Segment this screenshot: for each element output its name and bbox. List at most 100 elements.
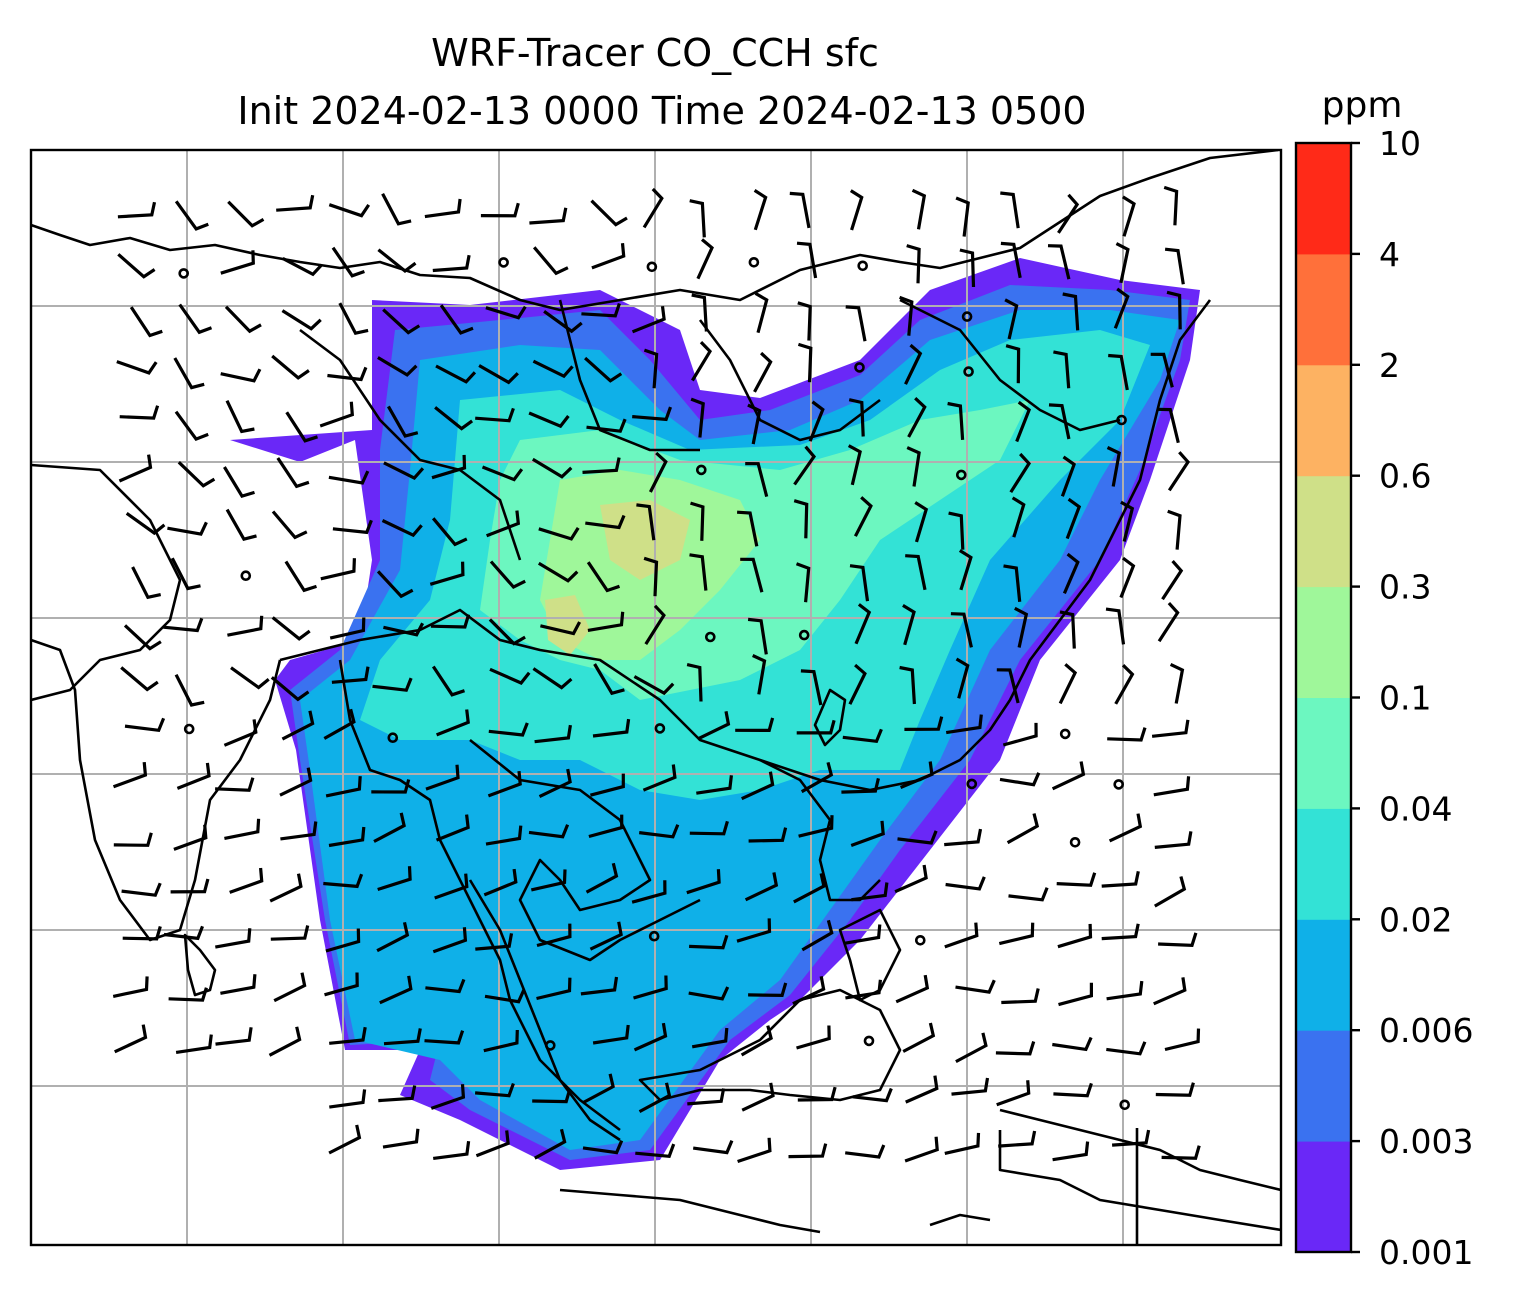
- wind-barb: [483, 868, 518, 897]
- wind-barb: [1108, 813, 1143, 843]
- wind-barb: [332, 519, 373, 535]
- wind-barb: [116, 360, 158, 375]
- wind-barb: [1161, 560, 1184, 601]
- wind-barb: [592, 718, 631, 738]
- wind-barb: [269, 873, 303, 903]
- wind-barb: [378, 1085, 417, 1103]
- wind-barb: [845, 1144, 886, 1159]
- wind-barb: [636, 503, 656, 541]
- wind-barb: [124, 717, 166, 733]
- wind-barb: [745, 462, 769, 498]
- wind-barb: [429, 561, 465, 586]
- wind-barb: [168, 987, 208, 1002]
- wind-barb: [998, 1130, 1037, 1148]
- wind-barb: [285, 411, 318, 443]
- wind-barb: [323, 708, 356, 740]
- wind-barb: [844, 924, 882, 945]
- wind-barb: [792, 976, 826, 1006]
- wind-barb: [944, 828, 983, 847]
- wind-barb: [644, 604, 666, 645]
- wind-barb: [582, 1139, 624, 1155]
- wind-barb: [430, 614, 471, 629]
- wind-barb: [845, 979, 882, 1000]
- wind-barb: [382, 1128, 420, 1149]
- wind-barb: [996, 1080, 1031, 1107]
- wind-barb: [845, 305, 867, 342]
- wind-barb: [327, 366, 368, 382]
- wind-barb: [797, 342, 813, 383]
- wind-barb: [215, 928, 252, 949]
- wind-barb: [689, 934, 729, 950]
- wind-barb: [174, 200, 209, 231]
- wind-barb: [589, 921, 623, 951]
- wind-barb: [753, 189, 768, 231]
- wind-barb: [173, 357, 205, 390]
- wind-barb: [117, 253, 156, 279]
- calm-wind-marker: [955, 469, 967, 481]
- wind-barb: [532, 667, 573, 690]
- colorbar-band: [1296, 253, 1351, 366]
- wind-barb: [284, 560, 317, 593]
- wind-barb: [643, 348, 659, 389]
- wind-barb: [1167, 509, 1182, 550]
- calm-wind-marker: [183, 723, 195, 735]
- wind-barb: [911, 188, 927, 230]
- wind-barb: [801, 919, 834, 952]
- wind-barb: [1107, 727, 1147, 742]
- wind-barb: [690, 501, 705, 541]
- wind-barb: [176, 762, 211, 790]
- wind-barb: [163, 617, 204, 633]
- wind-barb: [639, 824, 680, 839]
- wind-barb: [642, 764, 677, 792]
- wind-barb: [1151, 719, 1190, 738]
- calm-wind-marker: [1119, 1099, 1130, 1111]
- wind-barb: [945, 876, 986, 891]
- wind-barb: [488, 722, 529, 737]
- wind-barb: [432, 254, 471, 273]
- wind-barb: [691, 293, 708, 332]
- wind-barb: [329, 1089, 367, 1109]
- wind-barb: [425, 978, 466, 994]
- wind-barb: [895, 974, 930, 1004]
- wind-barb: [899, 295, 914, 336]
- wind-barb: [735, 717, 775, 733]
- wind-barb: [1163, 185, 1179, 226]
- colorbar-tick-label: 0.04: [1379, 789, 1452, 828]
- calm-wind-marker: [1069, 836, 1081, 848]
- wind-barb: [224, 818, 261, 840]
- wind-barb: [174, 410, 209, 442]
- wind-barb: [174, 673, 205, 707]
- calm-wind-marker: [863, 1035, 875, 1047]
- field-level-6-sichuan: [545, 595, 590, 655]
- wind-barb: [899, 761, 934, 789]
- wind-barb: [434, 406, 474, 431]
- wind-barb: [686, 663, 703, 702]
- wind-barb: [593, 663, 625, 696]
- chart-title-line1: WRF-Tracer CO_CCH sfc: [431, 31, 879, 75]
- colorbar-band: [1296, 919, 1351, 1031]
- wind-barb: [434, 873, 469, 900]
- wind-barb: [797, 301, 812, 341]
- wind-barb: [475, 933, 514, 951]
- wind-barb: [319, 401, 354, 428]
- wind-barb: [488, 618, 526, 646]
- wind-barb: [129, 306, 163, 338]
- colorbar-tick-label: 0.006: [1379, 1011, 1473, 1050]
- wind-barb: [1058, 982, 1093, 1007]
- wind-barb: [689, 199, 706, 238]
- wind-barb: [696, 238, 714, 280]
- calm-wind-marker: [695, 464, 707, 476]
- colorbar-band: [1296, 364, 1351, 477]
- wind-barb: [1052, 1141, 1090, 1162]
- wind-barb: [131, 566, 162, 600]
- wind-barb: [905, 554, 927, 591]
- wind-barb: [633, 1022, 668, 1052]
- wind-barb: [329, 617, 366, 640]
- wind-barb: [328, 826, 366, 848]
- calm-wind-marker: [704, 631, 716, 643]
- wind-barb: [381, 192, 412, 226]
- wind-barb: [955, 196, 970, 237]
- wind-barb: [1106, 1041, 1147, 1056]
- wind-barb: [1169, 662, 1185, 704]
- wind-barb: [1006, 813, 1040, 845]
